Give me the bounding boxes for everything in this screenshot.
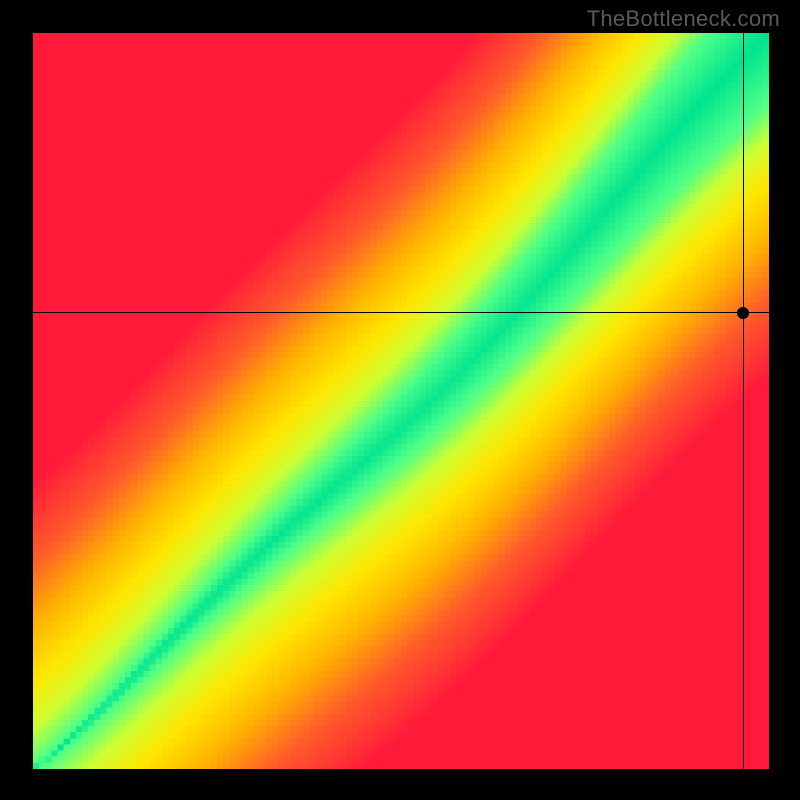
watermark-text: TheBottleneck.com (587, 6, 780, 32)
heatmap-canvas (33, 33, 769, 769)
crosshair-horizontal (33, 312, 769, 313)
crosshair-vertical (743, 33, 744, 769)
heatmap-plot (33, 33, 769, 769)
marker-dot (737, 307, 749, 319)
